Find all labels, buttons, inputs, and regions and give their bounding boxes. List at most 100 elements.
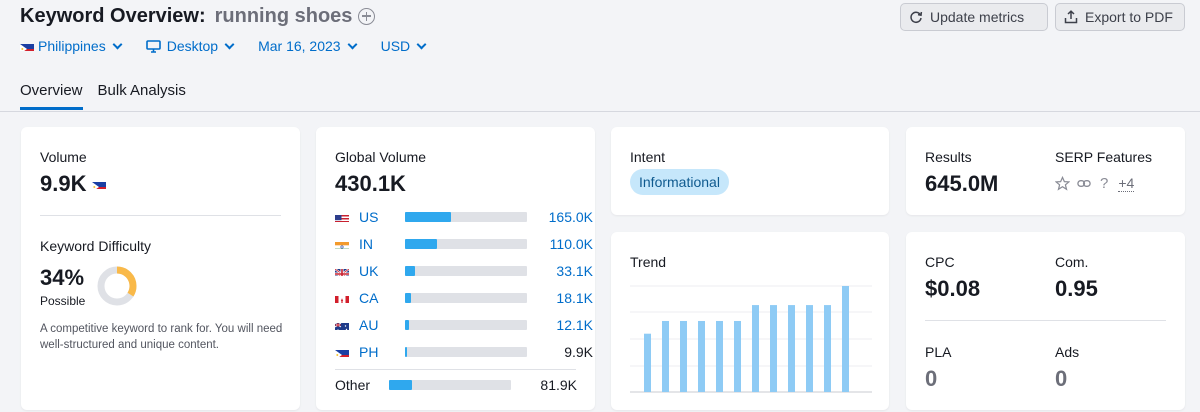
export-pdf-label: Export to PDF xyxy=(1085,9,1173,25)
trend-bar[interactable] xyxy=(734,320,741,392)
in-flag-icon xyxy=(335,239,349,249)
page-title: Keyword Overview: xyxy=(20,5,206,27)
export-pdf-button[interactable]: Export to PDF xyxy=(1055,3,1185,31)
volume-share-bar xyxy=(405,239,527,249)
trend-bar[interactable] xyxy=(788,305,795,392)
kd-label: Keyword Difficulty xyxy=(40,238,152,254)
chevron-down-icon xyxy=(112,39,123,49)
add-to-list-icon[interactable] xyxy=(358,8,376,25)
country-volume-row[interactable]: IN 110.0K xyxy=(335,234,593,254)
country-volume-row[interactable]: UK 33.1K xyxy=(335,261,593,281)
trend-bar[interactable] xyxy=(752,305,759,392)
trend-bar[interactable] xyxy=(662,320,669,392)
intent-badge[interactable]: Informational xyxy=(630,169,729,195)
volume-card: Volume 9.9K Keyword Difficulty 34% Possi… xyxy=(21,127,300,410)
global-volume-value: 430.1K xyxy=(335,171,406,196)
trend-chart xyxy=(630,285,872,393)
currency-select[interactable]: USD xyxy=(380,38,427,54)
device-label: Desktop xyxy=(166,38,219,54)
tab-bulk-analysis[interactable]: Bulk Analysis xyxy=(97,82,186,99)
divider xyxy=(40,215,281,216)
country-volume-list: US 165.0K IN 110.0K UK 33.1K CA 18.1K AU 12.1K PH 9… xyxy=(335,207,593,397)
serp-features: ? +4 xyxy=(1055,175,1135,192)
page-header: Keyword Overview: running shoes Update m… xyxy=(0,0,1200,112)
trend-bar[interactable] xyxy=(824,305,831,392)
volume-share-fill xyxy=(405,347,408,357)
kd-level: Possible xyxy=(40,294,86,308)
trend-bar[interactable] xyxy=(644,333,651,392)
trend-bar[interactable] xyxy=(698,320,705,392)
link-icon[interactable] xyxy=(1076,176,1092,191)
tab-bar: Overview Bulk Analysis xyxy=(20,82,201,110)
serp-more-link[interactable]: +4 xyxy=(1118,175,1135,192)
currency-label: USD xyxy=(380,38,411,54)
ads-value: 0 xyxy=(1055,366,1068,391)
country-volume-value: 9.9K xyxy=(564,344,593,360)
com-value: 0.95 xyxy=(1055,276,1098,301)
country-volume-row[interactable]: CA 18.1K xyxy=(335,288,593,308)
volume-share-bar xyxy=(405,347,527,357)
kd-description: A competitive keyword to rank for. You w… xyxy=(40,323,283,351)
date-select[interactable]: Mar 16, 2023 xyxy=(258,38,358,54)
refresh-icon xyxy=(910,11,923,24)
country-volume-value: 18.1K xyxy=(556,290,593,306)
ca-flag-icon xyxy=(335,293,349,303)
cpc-value: $0.08 xyxy=(925,276,981,301)
date-label: Mar 16, 2023 xyxy=(258,38,341,54)
global-volume-label: Global Volume xyxy=(335,149,427,165)
trend-bar[interactable] xyxy=(680,320,687,392)
trend-bar[interactable] xyxy=(842,286,849,392)
country-volume-value: 110.0K xyxy=(549,236,593,252)
country-volume-row[interactable]: PH 9.9K xyxy=(335,342,593,362)
country-label: Philippines xyxy=(38,38,106,54)
country-code: UK xyxy=(359,263,379,279)
volume-share-bar xyxy=(405,266,527,276)
country-volume-value: 12.1K xyxy=(556,317,593,333)
country-volume-value: 33.1K xyxy=(556,263,593,279)
cpc-label: CPC xyxy=(925,254,955,270)
star-icon[interactable] xyxy=(1055,176,1070,191)
au-flag-icon xyxy=(335,320,349,330)
chevron-down-icon xyxy=(347,39,358,49)
question-icon[interactable]: ? xyxy=(1100,175,1109,192)
trend-bar[interactable] xyxy=(770,305,777,392)
tab-overview[interactable]: Overview xyxy=(20,82,83,110)
country-code: US xyxy=(359,209,379,225)
kd-donut-gauge xyxy=(97,266,137,306)
country-volume-row[interactable]: US 165.0K xyxy=(335,207,593,227)
update-metrics-button[interactable]: Update metrics xyxy=(900,3,1048,31)
results-value: 645.0M xyxy=(925,171,999,196)
other-volume-value: 81.9K xyxy=(540,377,577,393)
other-volume-row: Other 81.9K xyxy=(335,375,577,395)
intent-label: Intent xyxy=(630,149,666,165)
country-volume-value: 165.0K xyxy=(548,209,593,225)
volume-share-bar xyxy=(405,293,527,303)
ads-label: Ads xyxy=(1055,344,1080,360)
pla-label: PLA xyxy=(925,344,952,360)
other-label: Other xyxy=(335,377,371,393)
trend-bar[interactable] xyxy=(716,320,723,392)
export-icon xyxy=(1064,10,1078,24)
cpc-card: CPC $0.08 Com. 0.95 PLA 0 Ads 0 xyxy=(906,232,1185,410)
volume-share-fill xyxy=(405,320,409,330)
volume-value: 9.9K xyxy=(40,171,87,196)
country-code: PH xyxy=(359,344,379,360)
volume-label: Volume xyxy=(40,149,87,165)
country-code: CA xyxy=(359,290,379,306)
results-label: Results xyxy=(925,149,972,165)
volume-share-bar xyxy=(405,320,527,330)
volume-share-bar xyxy=(389,380,511,390)
results-card: Results 645.0M SERP Features ? +4 xyxy=(906,127,1185,215)
uk-flag-icon xyxy=(335,266,349,276)
intent-badge-label: Informational xyxy=(630,169,729,195)
ph-flag-icon xyxy=(92,179,107,189)
trend-label: Trend xyxy=(630,254,667,270)
country-select[interactable]: Philippines xyxy=(20,38,123,54)
serp-label: SERP Features xyxy=(1055,149,1153,165)
trend-bar[interactable] xyxy=(806,305,813,392)
device-select[interactable]: Desktop xyxy=(145,38,235,54)
country-volume-row[interactable]: AU 12.1K xyxy=(335,315,593,335)
volume-share-fill xyxy=(405,239,437,249)
intent-card: Intent Informational xyxy=(611,127,889,215)
desktop-icon xyxy=(145,39,161,53)
